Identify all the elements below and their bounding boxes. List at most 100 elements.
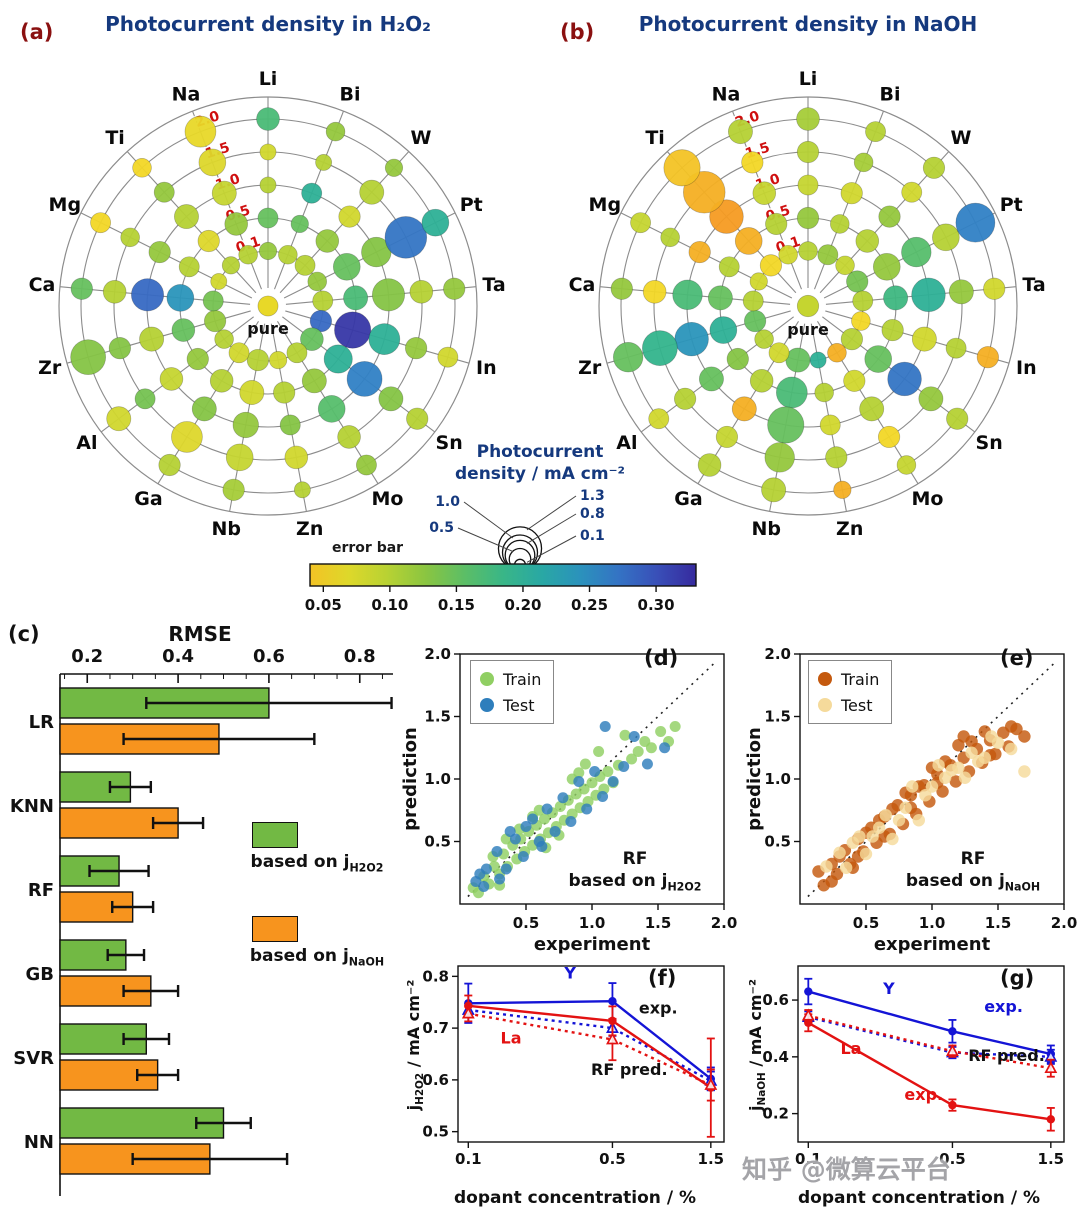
dopant-bubble: [307, 271, 327, 292]
error-colorbar-chart: 0.05 0.10 0.15 0.20 0.25 0.30: [305, 563, 697, 614]
dopant-bubble: [159, 367, 184, 391]
element-label: Zn: [296, 518, 323, 540]
scatter-point: [945, 764, 958, 777]
dopant-bubble: [878, 205, 901, 228]
scatter-point: [899, 801, 912, 814]
legend-connector: [526, 513, 577, 544]
y-tick-label: 0.4: [762, 1048, 789, 1066]
colorbar-tick: 0.25: [571, 596, 608, 614]
train-dot: [818, 672, 832, 686]
rmse-axis-title: RMSE: [168, 622, 232, 646]
data-point: [804, 987, 813, 996]
dopant-bubble: [759, 254, 783, 277]
dopant-bubble: [259, 143, 277, 161]
scatter-point: [581, 803, 593, 815]
note-prefix: based on j: [905, 871, 1005, 892]
dopant-bubble: [817, 244, 839, 266]
dopant-bubble: [698, 366, 724, 392]
y-tick-label: 0.7: [422, 1019, 449, 1037]
dopant-bubble: [178, 256, 200, 278]
dopant-bubble: [301, 368, 327, 394]
dopant-bubble: [174, 204, 199, 230]
element-label: In: [476, 357, 497, 379]
dopant-bubble: [814, 382, 834, 403]
scatter-point: [632, 746, 644, 757]
panel-letter-d: (d): [644, 646, 679, 670]
polar-group: 0.10.51.01.52.0pureLiBiWPtTaInSnMoZnNbGa…: [569, 68, 1046, 540]
element-label: Li: [799, 68, 818, 90]
size-legend-title-2: density / mA cm⁻²: [455, 464, 625, 484]
panel-letter-f: (f): [648, 966, 677, 990]
y-tick-label: 0.5: [764, 833, 791, 851]
scatter-point: [474, 868, 486, 880]
dopant-bubble: [238, 244, 258, 265]
y-axis-label: prediction: [744, 727, 765, 831]
element-label: Ga: [674, 488, 702, 510]
annotation: Y: [882, 979, 895, 998]
scatter-point: [517, 851, 529, 862]
legend-label-naoh: based on jNaOH: [222, 946, 412, 968]
scatter-point: [859, 847, 873, 861]
x-tick-label: 0.5: [853, 914, 880, 932]
dopant-bubble: [796, 107, 820, 131]
scatter-point: [1005, 742, 1018, 756]
panel-letter-g: (g): [1000, 966, 1035, 990]
dopant-bubble: [325, 121, 346, 142]
scatter-point: [820, 860, 833, 873]
dopant-bubble: [315, 229, 340, 253]
legend-swatch-h2o2: [252, 822, 298, 848]
dopant-bubble: [239, 380, 265, 405]
size-legend-value: 1.0: [435, 494, 460, 510]
element-label: Ca: [29, 274, 56, 296]
element-label: Sn: [976, 432, 1003, 454]
method-label: KNN: [10, 796, 54, 817]
dopant-bubble: [709, 316, 738, 344]
element-label: Nb: [752, 518, 782, 540]
dopant-bubble: [945, 337, 967, 359]
y-tick-label: 0.8: [422, 967, 449, 985]
dopant-bubble: [334, 311, 372, 349]
rmse-tick-label: 0.6: [253, 646, 285, 667]
f-x-axis-label: dopant concentration / %: [453, 1188, 696, 1208]
annotation: RF pred.: [591, 1060, 668, 1079]
dopant-bubble: [911, 277, 946, 313]
dopant-bubble: [922, 156, 946, 179]
method-label: GB: [26, 964, 55, 985]
dopant-bubble: [797, 174, 819, 196]
scatter-point: [641, 758, 653, 770]
scatter-legend-d: Train Test: [470, 660, 555, 724]
g-x-axis-label: dopant concentration / %: [797, 1188, 1040, 1208]
dopant-bubble: [368, 323, 401, 355]
dopant-bubble: [120, 227, 140, 248]
scatter-chart-naoh: 0.5 0.5 1.0 1.0 1.5 1.5 2.0 2.0 experiment predic…: [744, 645, 1077, 955]
x-tick-label: 1.5: [698, 1150, 725, 1168]
dopant-bubble: [742, 290, 764, 312]
dopant-bubble: [131, 278, 165, 312]
dopant-bubble: [727, 119, 753, 145]
dopant-bubble: [258, 241, 278, 261]
dopant-bubble: [214, 329, 234, 349]
note-rf-line1: RF: [960, 849, 986, 869]
dopant-bubble: [630, 212, 652, 234]
dopant-bubble: [663, 149, 701, 187]
dopant-bubble: [683, 170, 726, 214]
scatter-point: [491, 846, 503, 857]
dopant-bubble: [246, 348, 269, 372]
scatter-point: [1018, 730, 1031, 743]
dopant-bubble: [421, 208, 450, 237]
element-label: Zn: [836, 518, 863, 540]
data-point: [801, 1008, 815, 1021]
element-label: Bi: [340, 83, 361, 105]
f-ylabel-rest: / mA cm⁻²: [404, 979, 423, 1073]
scatter-point: [520, 821, 532, 832]
identity-line: [467, 660, 717, 898]
legend-row-test: Test: [818, 692, 879, 718]
scatter-point: [504, 826, 516, 837]
scatter-point: [527, 813, 539, 825]
test-dot: [818, 698, 832, 712]
dopant-bubble: [840, 328, 863, 351]
data-point: [948, 1100, 957, 1110]
legend-label-naoh-sub: NaOH: [348, 955, 385, 969]
element-label: Al: [616, 432, 637, 454]
dopant-bubble: [855, 229, 880, 253]
